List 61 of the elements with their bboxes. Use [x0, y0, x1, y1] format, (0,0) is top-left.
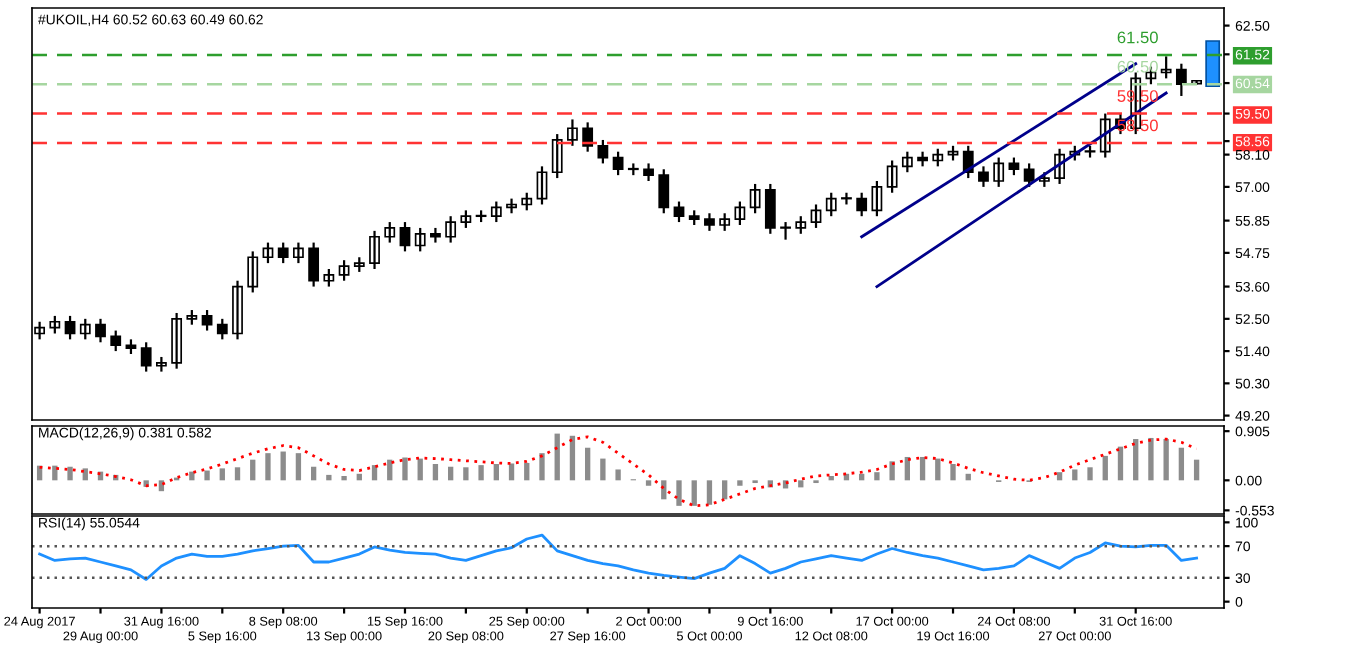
bar	[600, 458, 606, 481]
bar	[493, 464, 499, 481]
bar	[417, 458, 423, 481]
bar	[432, 464, 439, 481]
candlestick	[795, 215, 807, 235]
bar	[584, 447, 591, 481]
candlestick	[1084, 144, 1096, 159]
bar	[402, 457, 408, 481]
bar	[676, 480, 682, 506]
bar	[204, 470, 210, 481]
bar	[615, 469, 621, 481]
bar	[1056, 472, 1063, 481]
candlestick	[186, 308, 198, 326]
bar	[326, 474, 332, 481]
bar	[706, 480, 713, 505]
bar	[874, 472, 880, 481]
bar	[798, 480, 804, 488]
bar	[234, 467, 241, 481]
bar	[67, 466, 73, 481]
bar	[539, 453, 545, 481]
bar	[1148, 437, 1154, 481]
bar	[478, 465, 484, 481]
bar	[447, 466, 454, 481]
bar	[463, 467, 469, 481]
candlestick	[688, 209, 700, 227]
candlestick	[353, 256, 365, 274]
bar	[341, 475, 347, 481]
bar	[737, 480, 743, 486]
bar	[554, 433, 560, 481]
bar	[1102, 455, 1108, 481]
bar	[722, 480, 728, 500]
bar	[950, 464, 956, 481]
candlestick	[323, 267, 335, 288]
bar	[1178, 447, 1185, 481]
bar	[387, 459, 393, 481]
bar	[889, 461, 895, 481]
bar	[1072, 469, 1078, 481]
candlestick	[719, 212, 731, 232]
bar	[645, 480, 652, 486]
bar	[1133, 439, 1139, 481]
bar	[250, 459, 256, 481]
bar	[219, 468, 225, 481]
line-series	[38, 533, 1198, 581]
candlestick	[460, 209, 472, 230]
bar	[508, 463, 515, 481]
bar	[569, 435, 576, 481]
bar	[295, 453, 302, 481]
bar	[265, 453, 271, 481]
bar	[310, 466, 317, 481]
ref-line-label: 61.50	[1117, 31, 1158, 44]
bar	[280, 451, 286, 481]
bar	[935, 458, 941, 481]
bar	[189, 471, 195, 481]
bar	[1193, 459, 1200, 481]
bar	[1087, 467, 1093, 481]
bar	[1163, 439, 1169, 481]
bar	[524, 462, 530, 481]
bar	[1117, 446, 1124, 481]
candlestick	[384, 220, 396, 244]
bar	[919, 456, 926, 481]
bar	[691, 480, 697, 506]
